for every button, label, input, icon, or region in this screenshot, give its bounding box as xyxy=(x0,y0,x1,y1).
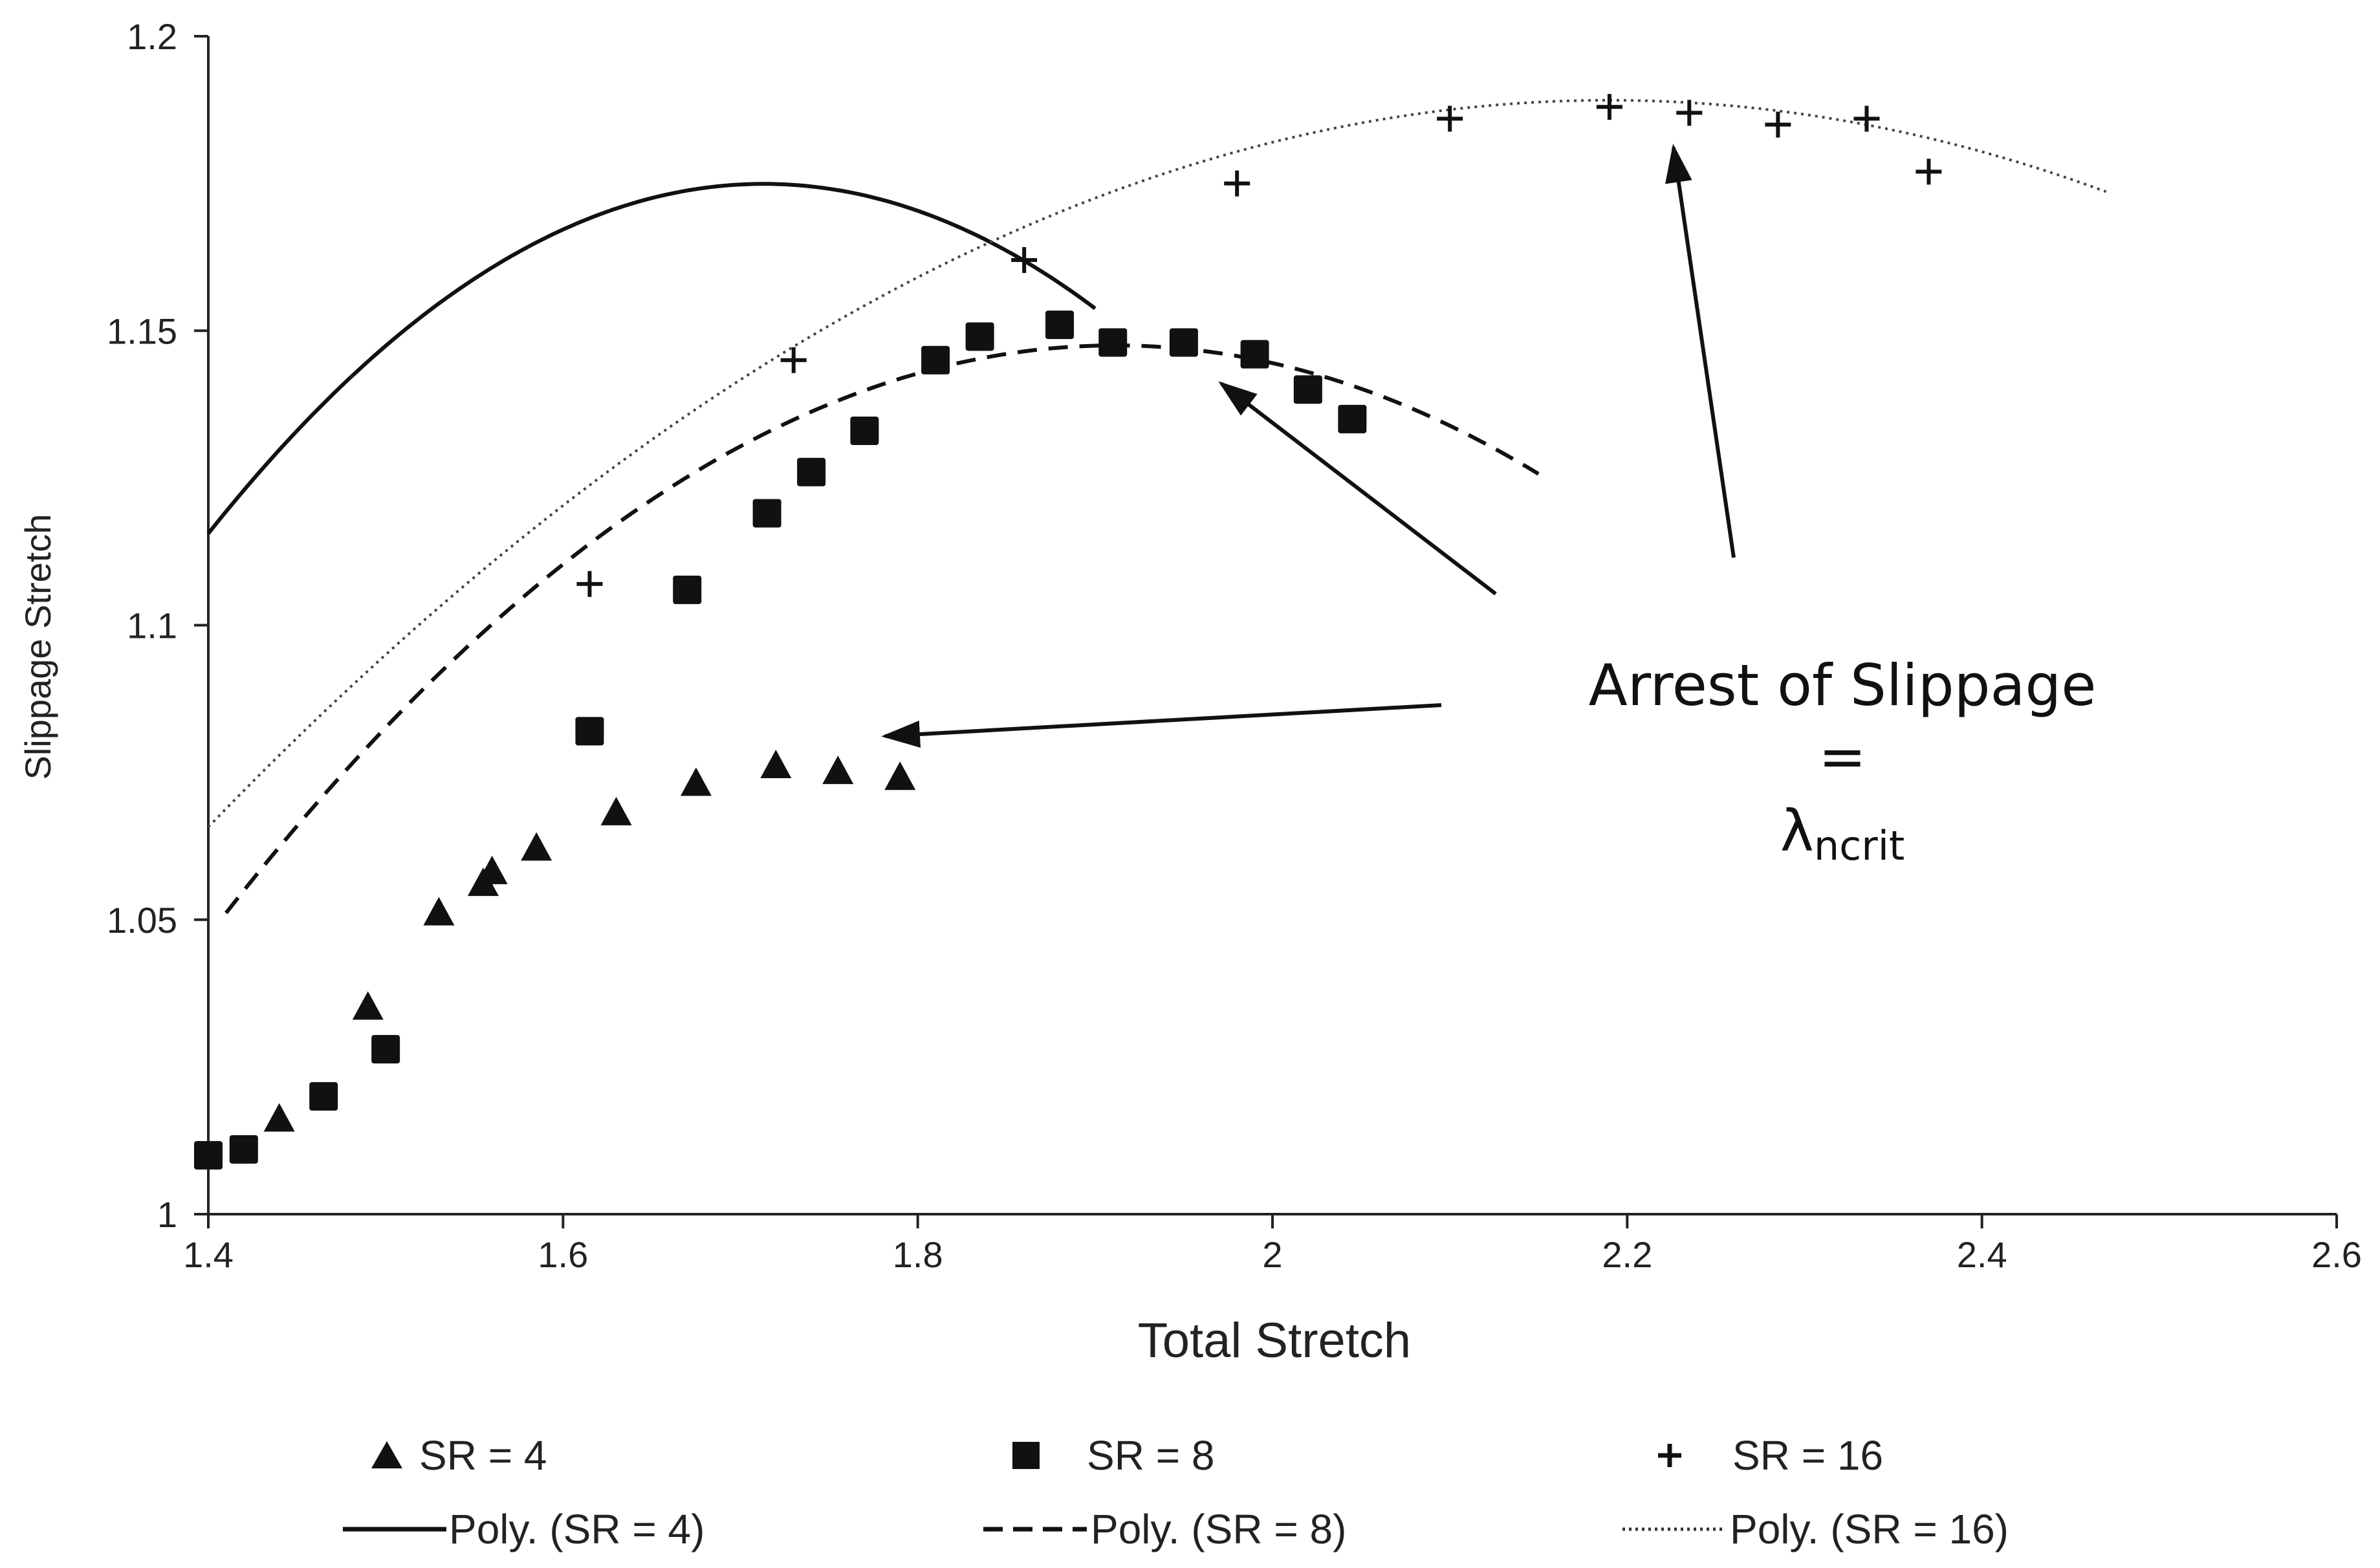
x-tick-label: 2 xyxy=(1262,1234,1282,1275)
triangle-marker xyxy=(352,991,384,1020)
plus-marker xyxy=(1676,100,1703,126)
square-marker xyxy=(850,417,879,446)
y-tick-label: 1.15 xyxy=(107,310,177,351)
plus-marker xyxy=(576,571,603,597)
trendline-solid xyxy=(206,182,1097,535)
square-marker xyxy=(1045,310,1074,340)
legend-label-sr4: SR = 4 xyxy=(419,1432,547,1479)
square-marker xyxy=(921,345,950,375)
legend: SR = 4 SR = 8 SR = 16 Poly. (SR = 4) Pol… xyxy=(343,1432,2009,1552)
legend-plus-icon xyxy=(1658,1444,1681,1467)
y-tick-label: 1.1 xyxy=(127,605,177,646)
arrow-to-sr16-peak xyxy=(1665,144,1736,558)
plus-marker xyxy=(780,347,807,373)
arrow-to-sr4-peak xyxy=(881,703,1442,748)
y-tick-label: 1.05 xyxy=(107,900,177,941)
data-markers xyxy=(194,94,1942,1170)
square-marker xyxy=(309,1082,338,1111)
square-marker xyxy=(1098,328,1128,357)
annotation: Arrest of Slippage = λncrit xyxy=(1589,652,2097,869)
x-tick-label: 1.4 xyxy=(183,1234,234,1275)
square-marker xyxy=(1338,404,1367,433)
legend-item-sr4: SR = 4 xyxy=(371,1432,547,1479)
legend-item-sr8: SR = 8 xyxy=(1012,1432,1214,1479)
plus-marker xyxy=(1765,111,1791,138)
annotation-lambda: λncrit xyxy=(1780,798,1905,869)
legend-label-sr8: SR = 8 xyxy=(1087,1432,1214,1479)
x-tick-label: 2.4 xyxy=(1957,1234,2007,1275)
x-axis-title: Total Stretch xyxy=(1138,1313,1411,1368)
plus-marker xyxy=(1224,170,1250,197)
x-tick-label: 2.2 xyxy=(1602,1234,1652,1275)
axes: 1.4 1.6 1.8 2 2.2 2.4 2.6 1 1.05 1.1 1.15 1.2 xyxy=(107,16,2362,1275)
square-marker xyxy=(1240,340,1269,369)
y-tick-label: 1.2 xyxy=(127,16,177,57)
legend-square-icon xyxy=(1012,1442,1040,1469)
y-tick-label: 1 xyxy=(157,1194,177,1235)
x-tick-label: 1.6 xyxy=(538,1234,588,1275)
triangle-marker xyxy=(423,897,455,926)
legend-item-poly-sr4: Poly. (SR = 4) xyxy=(343,1506,704,1552)
legend-item-poly-sr16: Poly. (SR = 16) xyxy=(1622,1506,2009,1552)
plus-marker xyxy=(1596,94,1622,120)
legend-triangle-icon xyxy=(371,1441,402,1468)
square-marker xyxy=(1293,375,1322,404)
legend-label-sr16: SR = 16 xyxy=(1732,1432,1883,1479)
lambda-subscript: ncrit xyxy=(1814,822,1905,869)
triangle-marker xyxy=(476,855,508,884)
legend-label-poly-sr8: Poly. (SR = 8) xyxy=(1091,1506,1346,1552)
trendline-dashed xyxy=(224,343,1540,915)
trendline-dotted xyxy=(207,99,2107,828)
trendlines xyxy=(206,99,2107,915)
legend-item-sr16: SR = 16 xyxy=(1658,1432,1883,1479)
plus-marker xyxy=(1916,158,1942,185)
legend-label-poly-sr16: Poly. (SR = 16) xyxy=(1730,1506,2009,1552)
y-axis-title: Slippage Stretch xyxy=(17,514,58,780)
triangle-marker xyxy=(600,796,632,825)
triangle-marker xyxy=(760,750,792,779)
square-marker xyxy=(1169,328,1198,357)
triangle-marker xyxy=(680,767,712,796)
plus-marker xyxy=(1011,246,1038,273)
square-marker xyxy=(673,575,702,604)
plus-marker xyxy=(1437,105,1463,132)
triangle-marker xyxy=(263,1103,295,1132)
square-marker xyxy=(965,322,994,351)
plus-marker xyxy=(1853,105,1880,132)
x-tick-label: 2.6 xyxy=(2311,1234,2362,1275)
square-marker xyxy=(371,1035,400,1064)
lambda-symbol: λ xyxy=(1780,798,1814,864)
legend-label-poly-sr4: Poly. (SR = 4) xyxy=(449,1506,704,1552)
square-marker xyxy=(194,1140,223,1170)
annotation-line1: Arrest of Slippage xyxy=(1589,652,2097,719)
square-marker xyxy=(752,499,781,528)
triangle-marker xyxy=(521,832,552,861)
square-marker xyxy=(229,1135,258,1164)
square-marker xyxy=(797,457,826,486)
annotation-arrows xyxy=(881,144,1736,748)
triangle-marker xyxy=(822,756,854,785)
triangle-marker xyxy=(884,761,916,790)
legend-item-poly-sr8: Poly. (SR = 8) xyxy=(983,1506,1346,1552)
arrow-to-sr8-peak xyxy=(1218,381,1497,596)
annotation-equals: = xyxy=(1818,723,1866,790)
square-marker xyxy=(575,717,604,746)
x-tick-label: 1.8 xyxy=(893,1234,943,1275)
